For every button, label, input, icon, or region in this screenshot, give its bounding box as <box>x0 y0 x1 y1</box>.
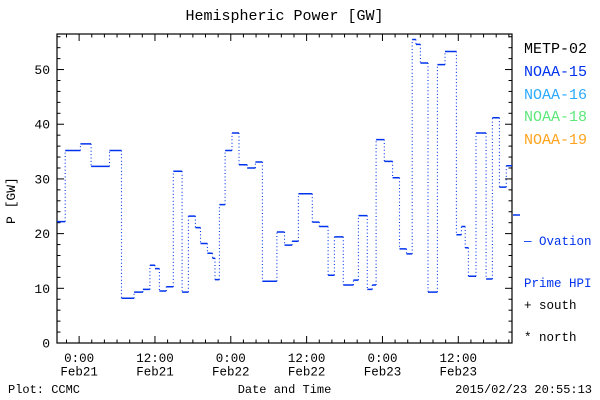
legend-item-noaa19: NOAA-19 <box>524 132 588 149</box>
chart-title: Hemispheric Power [GW] <box>185 8 384 25</box>
legend-line-sample-line2: Prime HPI <box>524 277 592 291</box>
plot-frame <box>56 33 513 344</box>
y-tick-label: 40 <box>34 118 50 133</box>
legend-item-noaa18: NOAA-18 <box>524 109 588 126</box>
legend-item-noaa15: NOAA-15 <box>524 64 588 81</box>
footer-timestamp: 2015/02/23 20:55:13 <box>455 383 592 397</box>
x-tick-time-label: 12:00 <box>440 352 478 366</box>
footer-plot-source: Plot: CCMC <box>8 383 81 397</box>
hpi-data-series <box>57 38 512 299</box>
x-tick-date-label: Feb21 <box>60 366 98 380</box>
legend-item-metop02: METP-02 <box>524 41 588 58</box>
x-tick-time-label: 12:00 <box>288 352 326 366</box>
y-tick-label: 50 <box>34 63 50 78</box>
x-tick-date-label: Feb23 <box>440 366 478 380</box>
x-tick-date-label: Feb22 <box>288 366 326 380</box>
x-tick-date-label: Feb22 <box>212 366 250 380</box>
legend-line-sample-label: — Ovation Prime HPI <box>524 207 592 319</box>
x-axis-title: Date and Time <box>237 383 332 397</box>
y-tick-label: 20 <box>34 227 50 242</box>
y-tick-label: 30 <box>34 172 50 187</box>
axis-tick-labels: 010203040500:00Feb2112:00Feb210:00Feb221… <box>34 63 477 379</box>
x-tick-time-label: 0:00 <box>367 352 397 366</box>
x-tick-time-label: 0:00 <box>64 352 94 366</box>
legend-item-noaa16: NOAA-16 <box>524 87 588 104</box>
axis-ticks <box>57 34 512 344</box>
x-tick-time-label: 0:00 <box>216 352 246 366</box>
x-tick-date-label: Feb23 <box>364 366 402 380</box>
hpi-step-vertical-connectors <box>64 39 507 299</box>
legend-north-marker-label: * north <box>524 331 577 345</box>
y-tick-label: 0 <box>42 337 50 352</box>
x-tick-date-label: Feb21 <box>136 366 174 380</box>
hpi-step-levels <box>57 38 512 299</box>
y-tick-label: 10 <box>34 282 50 297</box>
legend-line-sample-line1: — Ovation <box>524 235 592 249</box>
x-tick-time-label: 12:00 <box>136 352 174 366</box>
legend-south-marker-label: + south <box>524 299 577 313</box>
y-axis-title: P [GW] <box>4 177 19 224</box>
